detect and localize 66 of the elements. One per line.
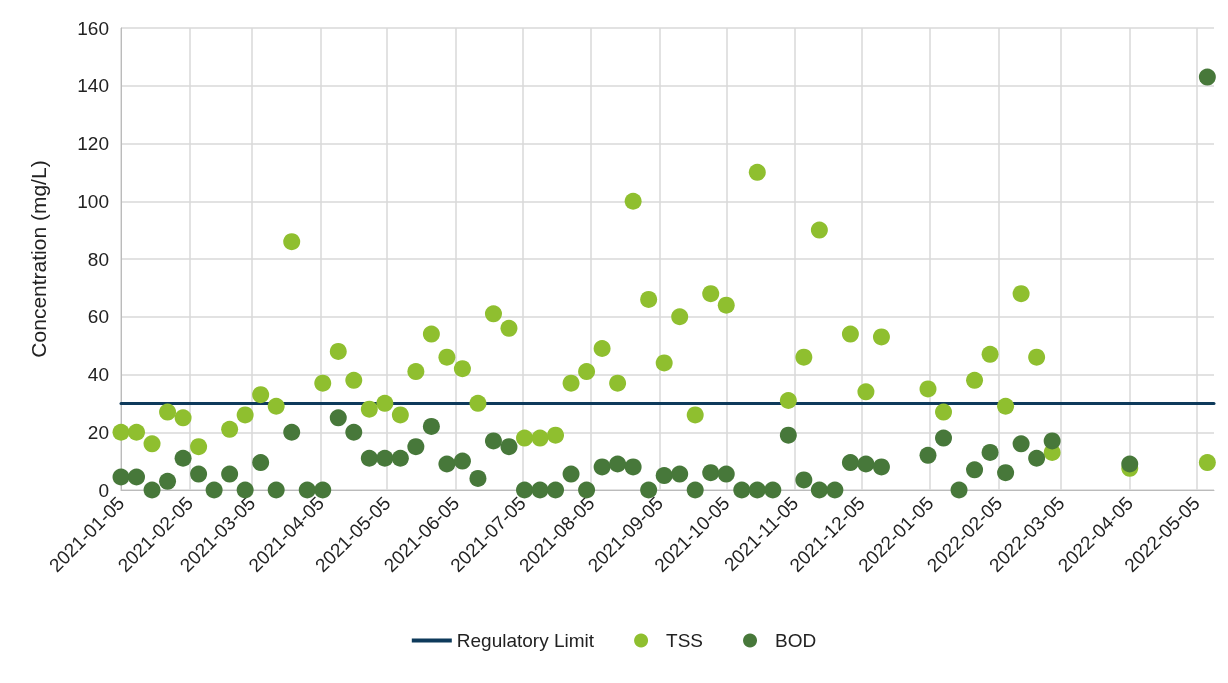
point <box>531 429 549 447</box>
point <box>686 406 704 424</box>
point <box>562 374 580 392</box>
y-tick-label: 120 <box>77 133 109 154</box>
point <box>329 342 347 360</box>
point <box>1028 348 1046 366</box>
point <box>593 340 611 358</box>
y-tick-label: 80 <box>87 248 109 270</box>
point <box>795 348 813 366</box>
point <box>453 360 471 378</box>
point <box>345 371 363 389</box>
point <box>112 423 130 441</box>
point <box>360 400 378 418</box>
point <box>872 328 890 346</box>
point <box>376 394 394 412</box>
point <box>252 386 270 404</box>
point <box>748 163 766 181</box>
point <box>128 423 146 441</box>
legend-label: TSS <box>666 630 704 651</box>
point <box>283 233 301 251</box>
point <box>578 363 596 381</box>
point <box>484 305 502 323</box>
y-tick-label: 160 <box>77 17 109 39</box>
point <box>609 374 627 392</box>
y-axis-title: Concentration (mg/L) <box>27 160 50 358</box>
point <box>159 403 177 421</box>
point <box>857 383 875 401</box>
point <box>841 325 859 343</box>
point <box>267 397 285 415</box>
point <box>438 348 456 366</box>
point <box>143 435 161 453</box>
point <box>500 319 518 337</box>
y-tick-label: 100 <box>77 190 109 212</box>
legend-label: Regulatory Limit <box>456 630 595 651</box>
y-tick-label: 40 <box>87 364 109 385</box>
point <box>966 371 984 389</box>
point <box>997 397 1015 415</box>
point <box>640 290 658 308</box>
point <box>516 429 533 447</box>
point <box>624 192 642 210</box>
point <box>1198 454 1216 472</box>
y-tick-label: 0 <box>98 479 109 501</box>
point <box>190 438 208 456</box>
point <box>407 363 425 381</box>
point <box>935 403 953 421</box>
point <box>981 345 999 363</box>
y-tick-label: 140 <box>77 75 109 97</box>
y-tick-label: 20 <box>87 421 109 443</box>
y-tick-label: 60 <box>87 306 109 328</box>
point <box>671 308 689 326</box>
point <box>779 391 797 409</box>
point <box>391 406 409 424</box>
point <box>469 394 487 412</box>
point <box>655 354 673 372</box>
point <box>236 406 254 424</box>
point <box>717 296 735 314</box>
point <box>547 426 565 444</box>
legend-label: BOD <box>775 630 817 651</box>
point <box>810 221 828 239</box>
point <box>174 409 192 427</box>
point <box>422 325 440 343</box>
point <box>221 420 239 438</box>
point <box>919 380 937 398</box>
point <box>702 285 720 303</box>
point <box>314 374 332 392</box>
point <box>1012 285 1030 303</box>
